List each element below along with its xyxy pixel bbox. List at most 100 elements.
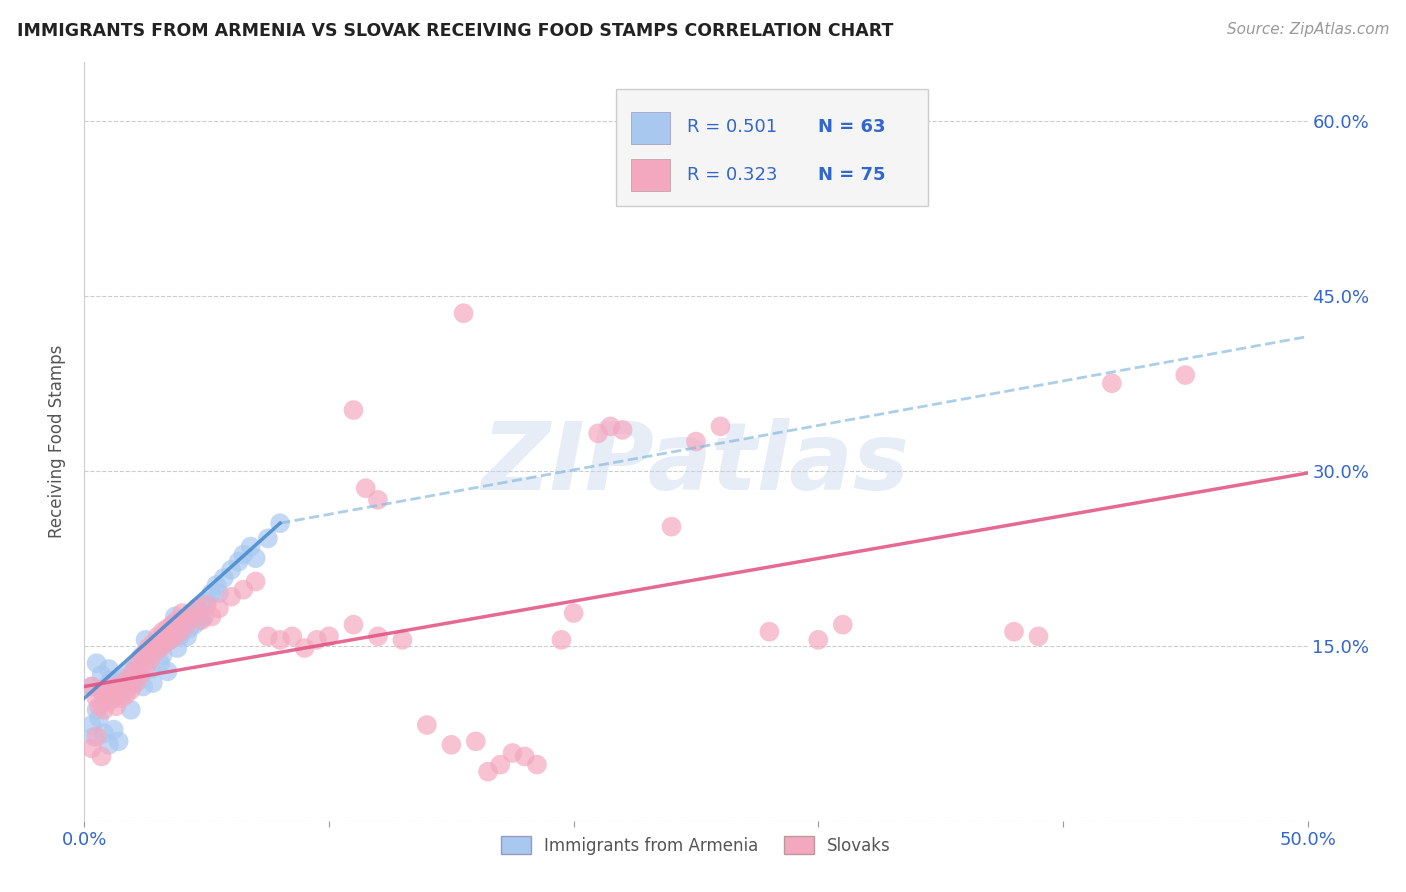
- Point: [179, 621, 201, 635]
- Point: [169, 629, 191, 643]
- Point: [105, 699, 128, 714]
- Legend: Immigrants from Armenia, Slovaks: Immigrants from Armenia, Slovaks: [495, 830, 897, 862]
- Point: [1028, 629, 1050, 643]
- Point: [188, 613, 211, 627]
- Point: [139, 662, 162, 676]
- Point: [156, 665, 179, 679]
- Point: [342, 617, 364, 632]
- Point: [166, 640, 188, 655]
- Point: [831, 617, 853, 632]
- Point: [156, 621, 179, 635]
- Point: [200, 586, 222, 600]
- Point: [181, 609, 204, 624]
- Point: [96, 680, 118, 694]
- Point: [305, 632, 328, 647]
- Point: [163, 609, 186, 624]
- Point: [685, 434, 707, 449]
- Point: [86, 691, 108, 706]
- Point: [105, 676, 128, 690]
- FancyBboxPatch shape: [616, 89, 928, 207]
- Point: [146, 640, 169, 655]
- Point: [219, 590, 242, 604]
- Point: [110, 691, 132, 706]
- Point: [129, 668, 152, 682]
- Point: [232, 582, 254, 597]
- Point: [257, 532, 280, 546]
- Point: [117, 665, 139, 679]
- Text: N = 75: N = 75: [818, 166, 886, 184]
- Point: [208, 586, 231, 600]
- Point: [80, 718, 103, 732]
- Text: Source: ZipAtlas.com: Source: ZipAtlas.com: [1226, 22, 1389, 37]
- Point: [120, 703, 142, 717]
- Point: [93, 726, 115, 740]
- Point: [453, 306, 475, 320]
- Point: [163, 629, 186, 643]
- Point: [135, 659, 157, 673]
- Point: [367, 492, 389, 507]
- Point: [83, 730, 105, 744]
- Point: [526, 757, 548, 772]
- Point: [110, 688, 132, 702]
- Bar: [631, 112, 671, 144]
- Point: [212, 571, 235, 585]
- Point: [269, 516, 291, 531]
- Point: [239, 540, 262, 554]
- Point: [228, 555, 250, 569]
- Point: [136, 640, 159, 655]
- Point: [90, 749, 112, 764]
- Bar: [631, 160, 671, 191]
- Point: [176, 629, 198, 643]
- Point: [294, 640, 316, 655]
- Point: [120, 683, 142, 698]
- Point: [80, 680, 103, 694]
- Point: [1101, 376, 1123, 391]
- Point: [162, 617, 184, 632]
- Point: [162, 617, 184, 632]
- Point: [132, 648, 155, 662]
- Point: [440, 738, 463, 752]
- Point: [1174, 368, 1197, 382]
- Point: [103, 723, 125, 737]
- Point: [200, 609, 222, 624]
- Point: [152, 624, 174, 639]
- Point: [807, 632, 830, 647]
- Point: [80, 741, 103, 756]
- Point: [172, 624, 194, 639]
- Point: [139, 653, 162, 667]
- Point: [758, 624, 780, 639]
- Point: [186, 601, 208, 615]
- Point: [135, 632, 157, 647]
- Point: [219, 563, 242, 577]
- Point: [87, 699, 110, 714]
- Point: [112, 676, 135, 690]
- Point: [90, 668, 112, 682]
- Point: [661, 519, 683, 533]
- Point: [142, 676, 165, 690]
- Point: [100, 680, 122, 694]
- Point: [127, 668, 149, 682]
- Point: [117, 671, 139, 685]
- Point: [153, 636, 176, 650]
- Point: [354, 481, 377, 495]
- Point: [143, 644, 166, 658]
- Text: IMMIGRANTS FROM ARMENIA VS SLOVAK RECEIVING FOOD STAMPS CORRELATION CHART: IMMIGRANTS FROM ARMENIA VS SLOVAK RECEIV…: [17, 22, 893, 40]
- Point: [181, 606, 204, 620]
- Point: [709, 419, 731, 434]
- Point: [136, 644, 159, 658]
- Point: [159, 632, 181, 647]
- Point: [367, 629, 389, 643]
- Point: [152, 648, 174, 662]
- Point: [562, 606, 585, 620]
- Point: [342, 403, 364, 417]
- Point: [125, 676, 148, 690]
- Point: [146, 629, 169, 643]
- Point: [96, 688, 118, 702]
- Point: [281, 629, 304, 643]
- Point: [477, 764, 499, 779]
- Point: [93, 691, 115, 706]
- Point: [1002, 624, 1025, 639]
- Point: [115, 683, 138, 698]
- Point: [97, 738, 120, 752]
- Point: [97, 662, 120, 676]
